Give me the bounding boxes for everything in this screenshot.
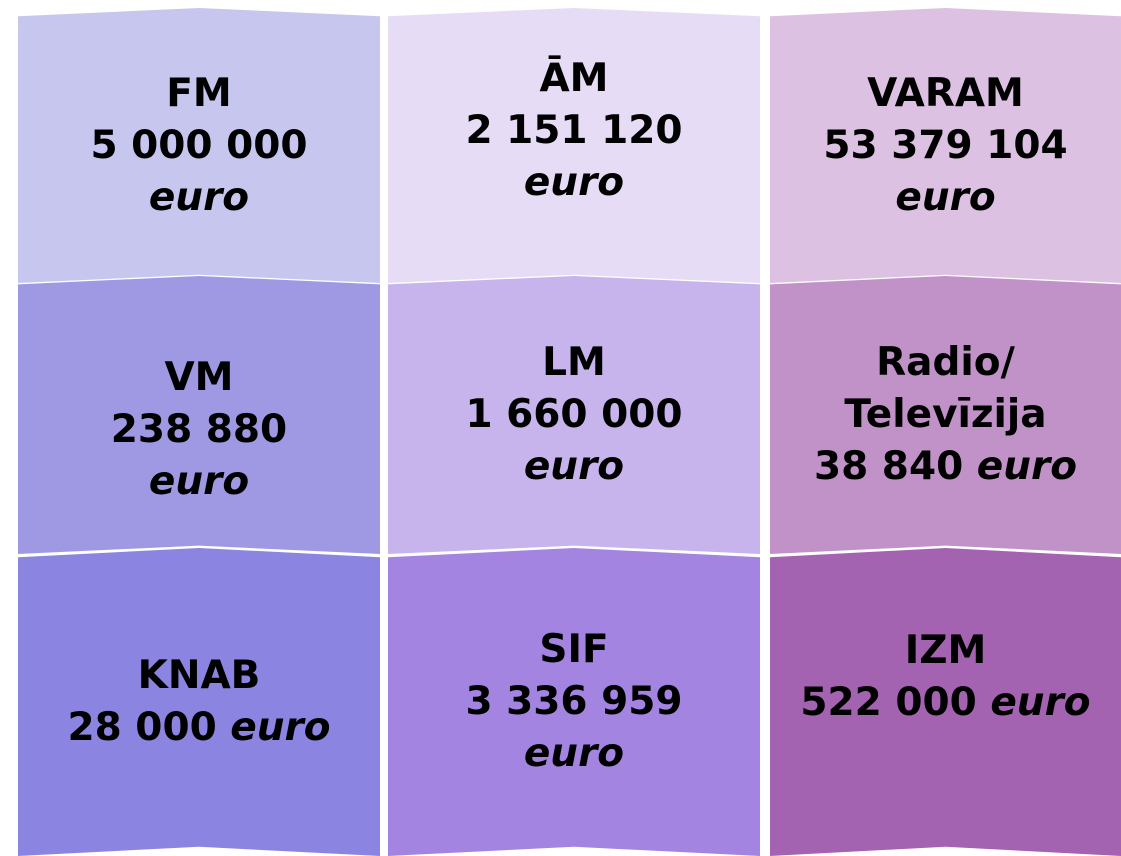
tile-unit: euro [523, 444, 625, 489]
tile-unit: euro [523, 159, 625, 205]
tile-name: ĀM [539, 55, 609, 101]
tile-name: SIF [539, 627, 609, 672]
tile-name: IZM [904, 628, 987, 673]
tile: SIF 3 336 959 euro [388, 548, 760, 856]
tile: VARAM 53 379 104 euro [770, 8, 1121, 283]
tile: ĀM 2 151 120 euro [388, 8, 760, 283]
tile-unit: euro [148, 459, 250, 504]
tile-amount: 238 880 [110, 407, 288, 452]
tile-name: Radio/ Televīzija [844, 340, 1047, 437]
tile-name: VM [164, 355, 234, 400]
tile-unit: euro [148, 174, 250, 220]
tile-amount: 1 660 000 [465, 392, 683, 437]
tile-unit: euro [976, 444, 1078, 489]
tile-amount: 28 000 [67, 705, 217, 750]
tile: Radio/ Televīzija 38 840 euro [770, 276, 1121, 554]
tile: VM 238 880 euro [18, 276, 380, 554]
tile: KNAB 28 000 euro [18, 548, 380, 856]
tile-amount: 522 000 [800, 680, 977, 725]
tile-name: LM [542, 340, 606, 385]
tile-name: VARAM [867, 70, 1024, 116]
tile-amount: 3 336 959 [465, 679, 683, 724]
tile-unit: euro [523, 731, 625, 776]
tile-name: FM [166, 70, 232, 116]
tile: FM 5 000 000 euro [18, 8, 380, 283]
tile-amount: 53 379 104 [823, 122, 1068, 168]
tile-unit: euro [230, 705, 331, 750]
tile: IZM 522 000 euro [770, 548, 1121, 856]
tile-unit: euro [895, 174, 996, 220]
tile-name: KNAB [137, 653, 261, 698]
tile: LM 1 660 000 euro [388, 276, 760, 554]
tile-amount: 2 151 120 [465, 107, 683, 153]
tile-amount: 38 840 [813, 444, 964, 489]
tile-unit: euro [990, 680, 1091, 725]
tile-amount: 5 000 000 [90, 122, 308, 168]
